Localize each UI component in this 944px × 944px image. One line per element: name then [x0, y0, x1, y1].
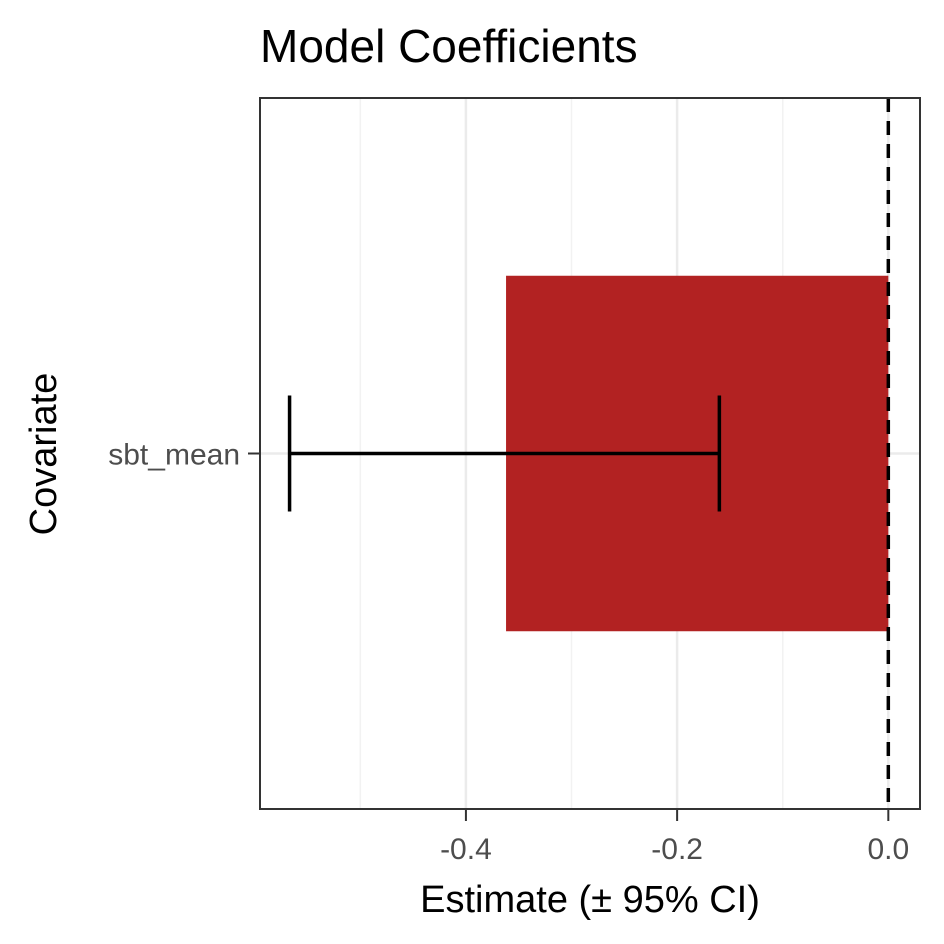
y-axis-title: Covariate	[23, 373, 65, 536]
x-tick-label: -0.4	[440, 833, 492, 866]
error-bars	[287, 395, 722, 512]
x-tick-label: 0.0	[867, 833, 909, 866]
axis-ticks: sbt_mean -0.4 -0.2 0.0	[108, 439, 909, 867]
x-tick-label: -0.2	[651, 833, 703, 866]
y-tick-label: sbt_mean	[108, 439, 240, 472]
chart-title: Model Coefficients	[260, 20, 638, 72]
x-axis-title: Estimate (± 95% CI)	[420, 879, 760, 921]
